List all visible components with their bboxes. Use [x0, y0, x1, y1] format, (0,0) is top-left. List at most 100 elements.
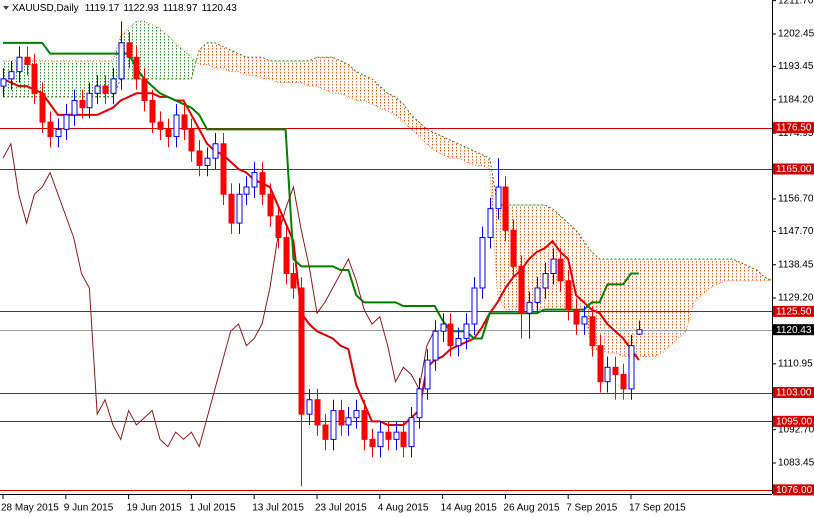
- level-label-box: [773, 122, 814, 134]
- cloud-segment: [293, 60, 302, 83]
- candle-body: [24, 56, 31, 65]
- level-label-box: [773, 484, 814, 496]
- header-high: 1122.93: [123, 3, 159, 14]
- cloud-segment: [678, 259, 686, 339]
- candle-body: [79, 100, 86, 109]
- level-label: 1076.00: [776, 485, 813, 496]
- x-tick-label: 26 Aug 2015: [503, 503, 560, 514]
- cloud-segment: [277, 60, 286, 83]
- cloud-segment: [207, 42, 215, 69]
- candle-body: [502, 186, 509, 231]
- cloud-segment: [214, 42, 223, 69]
- candle-body: [369, 438, 376, 448]
- candle-body: [126, 42, 133, 58]
- level-label: 1125.50: [776, 307, 812, 318]
- candle-body: [345, 417, 352, 426]
- candle-body: [71, 100, 78, 116]
- candle-body: [314, 399, 321, 426]
- y-tick-label: 1110.95: [778, 358, 813, 369]
- candle-body: [173, 114, 180, 138]
- cloud-segment: [701, 259, 710, 296]
- candle-body: [47, 121, 54, 138]
- candle-body: [636, 329, 643, 335]
- cloud-segment: [160, 28, 168, 79]
- candle-body: [510, 229, 517, 267]
- cloud-segment: [756, 269, 765, 281]
- cloud-segment: [497, 205, 506, 310]
- cloud-segment: [599, 259, 608, 353]
- cloud-segment: [693, 259, 702, 303]
- candle-body: [440, 323, 447, 332]
- candle-body: [110, 78, 117, 94]
- candle-body: [251, 172, 258, 188]
- y-tick-label: 1147.70: [778, 226, 814, 237]
- candle-body: [542, 273, 549, 289]
- cloud-segment: [317, 57, 325, 90]
- cloud-segment: [419, 122, 427, 144]
- candle-body: [612, 366, 619, 375]
- header-close: 1120.43: [201, 3, 237, 14]
- cloud-segment: [654, 259, 663, 357]
- candle-body: [416, 388, 423, 419]
- candle-body: [16, 56, 23, 73]
- cloud-segment: [411, 114, 420, 137]
- candle-body: [259, 172, 266, 195]
- cloud-segment: [623, 259, 631, 357]
- y-tick-label: 1174.95: [778, 128, 814, 139]
- candle-body: [432, 330, 439, 361]
- candle-body: [338, 410, 345, 426]
- chart-header: XAUUSD,Daily 1119.17 1122.93 1118.97 1120.43: [12, 3, 237, 14]
- cloud-segment: [191, 50, 200, 79]
- y-tick-label: 1156.70: [778, 194, 814, 205]
- cloud-segment: [717, 259, 726, 285]
- cloud-segment: [646, 259, 655, 357]
- indicator-line: [3, 41, 639, 340]
- candle-body: [353, 410, 360, 419]
- candle-body: [220, 143, 227, 195]
- cloud-segment: [748, 266, 757, 281]
- cloud-segment: [152, 24, 160, 79]
- candle-body: [628, 345, 635, 390]
- candle-body: [298, 287, 305, 415]
- cloud-segment: [450, 140, 459, 159]
- cloud-segment: [709, 259, 718, 288]
- candle-body: [243, 186, 250, 195]
- x-tick-label: 9 Jun 2015: [64, 503, 114, 514]
- cloud-segment: [309, 57, 317, 87]
- cloud-segment: [183, 50, 192, 79]
- cloud-segment: [57, 60, 66, 97]
- cloud-segment: [733, 259, 741, 281]
- level-label: 1165.00: [776, 164, 812, 175]
- candle-body: [181, 114, 188, 130]
- level-label-box: [773, 415, 814, 427]
- y-tick-label: 1129.20: [778, 293, 814, 304]
- candle-body: [86, 92, 93, 109]
- plot-area: [0, 20, 772, 491]
- y-tick-label: 1202.45: [778, 29, 814, 40]
- x-tick-label: 7 Sep 2015: [566, 503, 618, 514]
- cloud-segment: [238, 53, 247, 76]
- cloud-segment: [379, 86, 388, 112]
- x-tick-label: 28 May 2015: [1, 503, 59, 514]
- candle-body: [141, 78, 148, 102]
- cloud-segment: [458, 143, 467, 162]
- cloud-segment: [387, 93, 396, 115]
- menu-icon: [3, 6, 9, 10]
- cloud-segment: [740, 262, 749, 281]
- cloud-segment: [685, 259, 694, 332]
- cloud-segment: [167, 35, 176, 79]
- header-open: 1119.17: [85, 3, 120, 14]
- candle-body: [487, 208, 494, 239]
- candle-body: [188, 128, 195, 152]
- cloud-segment: [403, 104, 412, 130]
- cloud-segment: [576, 230, 584, 310]
- cloud-segment: [175, 42, 184, 79]
- candle-body: [604, 366, 611, 383]
- cloud-segment: [81, 60, 90, 97]
- candle-body: [236, 193, 243, 224]
- candle-body: [557, 258, 564, 282]
- chart-title: XAUUSD,Daily: [12, 3, 79, 14]
- candle-body: [39, 92, 46, 123]
